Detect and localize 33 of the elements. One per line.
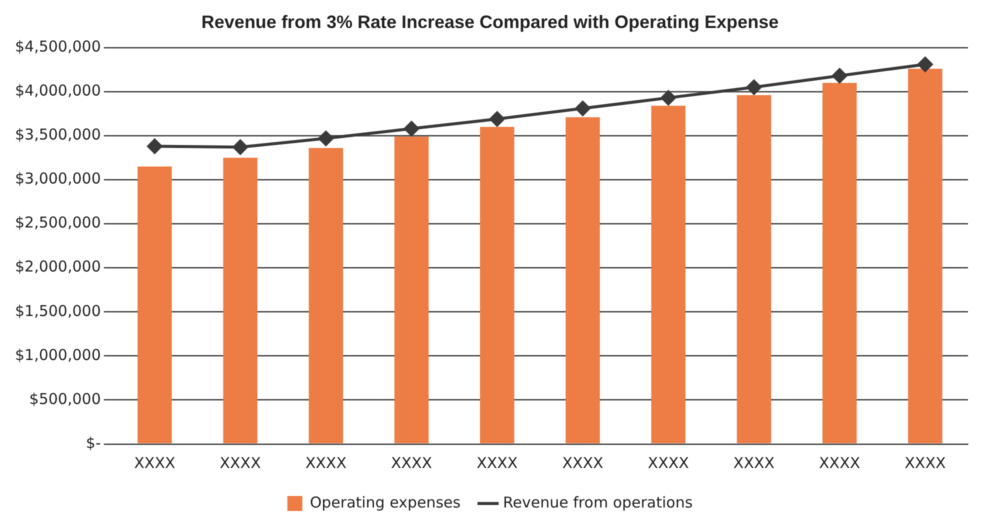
y-tick-label: $4,500,000 <box>14 37 101 56</box>
y-tick-label: $3,000,000 <box>14 170 101 188</box>
y-tick-label: $1,500,000 <box>14 302 101 320</box>
x-tick-label: XXXX <box>819 454 860 472</box>
y-tick-label: $1,000,000 <box>14 346 101 364</box>
x-tick-label: XXXX <box>904 454 946 472</box>
x-tick-label: XXXX <box>733 454 775 472</box>
y-tick-label: $4,000,000 <box>14 82 101 100</box>
y-tick-label: $3,500,000 <box>14 126 101 144</box>
y-tick-label: $2,500,000 <box>14 214 101 232</box>
x-tick-label: XXXX <box>220 454 261 472</box>
y-tick-label: $2,000,000 <box>14 258 101 276</box>
point <box>318 130 334 146</box>
point <box>490 111 505 126</box>
y-tick-label: $- <box>86 434 101 452</box>
y-tick-label: $500,000 <box>29 390 101 408</box>
point <box>660 90 676 106</box>
x-tick-label: XXXX <box>134 454 176 472</box>
point <box>147 138 162 154</box>
point <box>832 68 848 84</box>
legend-label: Revenue from operations <box>503 493 693 512</box>
point <box>404 121 420 136</box>
x-tick-label: XXXX <box>305 454 346 472</box>
x-tick-label: XXXX <box>648 454 689 472</box>
x-tick-label: XXXX <box>390 454 432 472</box>
x-tick-label: XXXX <box>476 454 518 472</box>
point <box>918 56 933 72</box>
point <box>746 80 762 95</box>
legend-label: Operating expenses <box>310 493 461 512</box>
point <box>232 140 248 155</box>
x-tick-label: XXXX <box>562 454 604 472</box>
chart-title: Revenue from 3% Rate Increase Compared with Operating Expense <box>201 12 779 32</box>
point <box>575 100 590 116</box>
